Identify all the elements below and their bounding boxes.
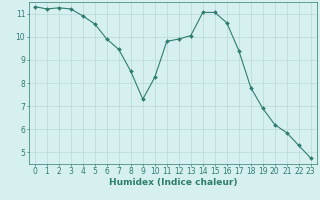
X-axis label: Humidex (Indice chaleur): Humidex (Indice chaleur) xyxy=(108,178,237,187)
